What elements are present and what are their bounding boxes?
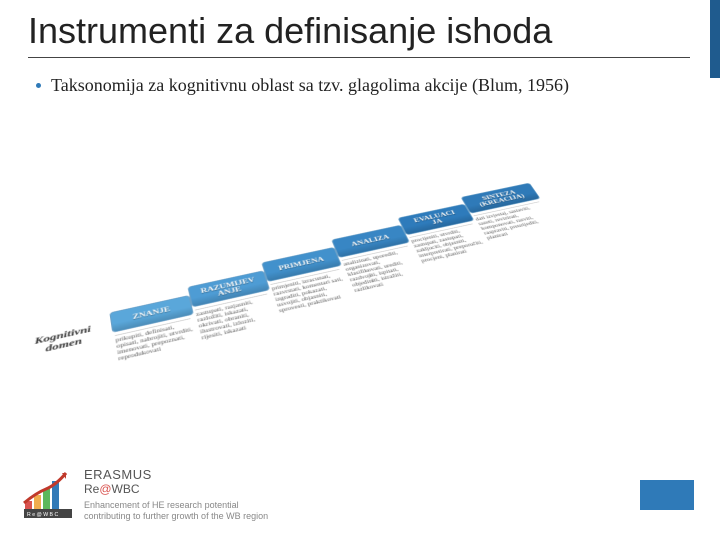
levels-container: ZNANJEprikupiti, definisati, opisati, na… <box>104 172 583 272</box>
logo-chart-icon: R e @ W B C <box>22 467 74 519</box>
logo-text: ERASMUS Re@WBC Enhancement of HE researc… <box>84 467 268 522</box>
logo-desc-1: Enhancement of HE research potential <box>84 500 268 511</box>
accent-bar <box>710 0 720 78</box>
corner-accent <box>640 480 694 510</box>
logo-sub-suffix: WBC <box>112 482 140 496</box>
bullet-text: Taksonomija za kognitivnu oblast sa tzv.… <box>51 74 569 97</box>
slide: Instrumenti za definisanje ishoda Takson… <box>0 0 720 540</box>
logo-subtitle: Re@WBC <box>84 482 268 496</box>
erasmus-logo-block: R e @ W B C ERASMUS Re@WBC Enhancement o… <box>22 467 268 522</box>
svg-text:R e @ W B C: R e @ W B C <box>27 512 58 518</box>
domain-label: Kognitivni domen <box>19 321 108 360</box>
bullet-area: Taksonomija za kognitivnu oblast sa tzv.… <box>0 58 720 97</box>
bullet-dot-icon <box>36 83 41 88</box>
logo-title: ERASMUS <box>84 467 268 482</box>
taxonomy-level: ZNANJE <box>109 295 194 333</box>
taxonomy-diagram: Kognitivni domen ZNANJEprikupiti, defini… <box>120 175 660 405</box>
taxonomy-verbs: prikupiti, definisati, opisati, nabrojit… <box>115 318 197 362</box>
logo-desc-2: contributing to further growth of the WB… <box>84 511 268 522</box>
title-wrap: Instrumenti za definisanje ishoda <box>0 0 720 58</box>
logo-sub-prefix: Re <box>84 482 99 496</box>
taxonomy-verbs: zastupati, razjasniti, razložiti, iskaza… <box>195 294 277 342</box>
logo-sub-at: @ <box>99 482 111 496</box>
bullet-item: Taksonomija za kognitivnu oblast sa tzv.… <box>36 74 690 97</box>
taxonomy-level: RAZUMIJEV ANJE <box>187 270 270 307</box>
diagram-3d: Kognitivni domen ZNANJEprikupiti, defini… <box>104 172 689 451</box>
slide-title: Instrumenti za definisanje ishoda <box>28 10 690 51</box>
